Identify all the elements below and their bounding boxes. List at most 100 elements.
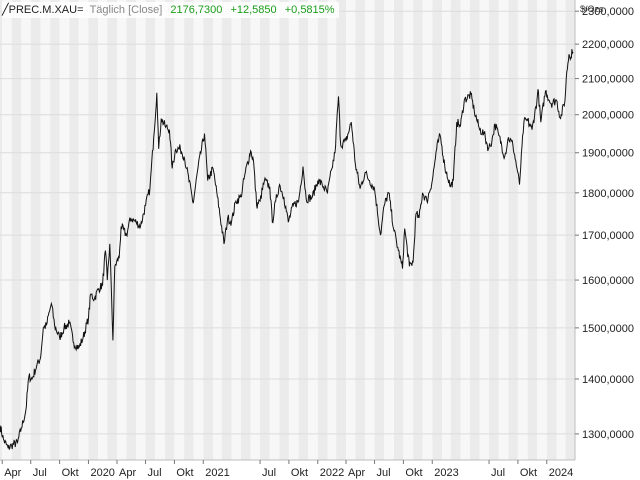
x-axis: Apr Jul Okt 2020 Apr Jul Okt 2021 Jul Okt 2022 Apr J… bbox=[1, 460, 573, 479]
last-price: 2176,7300 bbox=[170, 4, 223, 16]
month-band bbox=[413, 0, 423, 460]
month-band bbox=[98, 0, 108, 460]
month-band bbox=[126, 0, 137, 460]
month-band bbox=[308, 0, 318, 460]
month-band bbox=[469, 0, 480, 460]
month-bands bbox=[0, 0, 575, 460]
horizontal-gridlines bbox=[0, 10, 575, 435]
month-band bbox=[384, 0, 394, 460]
y-tick-label: 2000,0000 bbox=[582, 110, 634, 122]
y-tick-label: 1400,0000 bbox=[582, 374, 634, 386]
month-band bbox=[327, 0, 337, 460]
chart-header: ╱PREC.M.XAU= Täglich [Close] 2176,7300 +… bbox=[2, 2, 339, 18]
y-tick-label: 2200,0000 bbox=[582, 39, 634, 51]
month-band bbox=[250, 0, 261, 460]
month-band bbox=[365, 0, 375, 460]
month-band bbox=[279, 0, 289, 460]
x-tick-label: Okt bbox=[176, 467, 193, 479]
month-band bbox=[193, 0, 204, 460]
month-band bbox=[537, 0, 547, 460]
month-band bbox=[184, 0, 194, 460]
month-band bbox=[355, 0, 366, 460]
y-tick-label: 1600,0000 bbox=[582, 275, 634, 287]
month-band bbox=[212, 0, 222, 460]
x-tick-label: Okt bbox=[291, 467, 308, 479]
month-band bbox=[174, 0, 185, 460]
x-tick-label: Jul bbox=[491, 467, 505, 479]
month-band bbox=[165, 0, 175, 460]
month-band bbox=[2, 0, 12, 460]
month-band bbox=[269, 0, 280, 460]
month-band bbox=[69, 0, 79, 460]
month-band bbox=[240, 0, 251, 460]
line-chart-icon: ╱ bbox=[2, 4, 9, 16]
month-band bbox=[556, 0, 566, 460]
x-tick-label: Jul bbox=[33, 467, 47, 479]
month-band bbox=[59, 0, 70, 460]
x-tick-label: Apr bbox=[119, 467, 136, 479]
month-band bbox=[136, 0, 146, 460]
y-axis-unit: $/Ozs bbox=[580, 4, 604, 14]
x-tick-label: Apr bbox=[348, 467, 365, 479]
y-tick-label: 2300,0000 bbox=[582, 6, 634, 18]
x-tick-label: Okt bbox=[62, 467, 79, 479]
month-band bbox=[441, 0, 451, 460]
y-tick-label: 2100,0000 bbox=[582, 74, 634, 86]
month-band bbox=[393, 0, 404, 460]
month-band bbox=[11, 0, 22, 460]
y-tick-label: 1300,0000 bbox=[582, 429, 634, 441]
month-band bbox=[546, 0, 557, 460]
x-tick-label: Apr bbox=[4, 467, 21, 479]
x-tick-label: 2020 bbox=[90, 467, 114, 479]
month-band bbox=[422, 0, 433, 460]
price-change-percent: +0,5815% bbox=[284, 4, 335, 16]
month-band bbox=[565, 0, 575, 460]
month-band bbox=[221, 0, 232, 460]
month-band bbox=[450, 0, 461, 460]
month-band bbox=[517, 0, 528, 460]
month-band bbox=[336, 0, 347, 460]
month-band bbox=[527, 0, 538, 460]
month-band bbox=[21, 0, 31, 460]
y-tick-label: 1800,0000 bbox=[582, 188, 634, 200]
month-band bbox=[460, 0, 470, 460]
x-tick-label: Okt bbox=[405, 467, 422, 479]
month-band bbox=[203, 0, 213, 460]
month-band bbox=[107, 0, 118, 460]
month-band bbox=[155, 0, 166, 460]
instrument-symbol: PREC.M.XAU= bbox=[8, 4, 84, 16]
month-band bbox=[117, 0, 127, 460]
series-line-xau bbox=[0, 49, 574, 450]
month-band bbox=[498, 0, 509, 460]
month-band bbox=[30, 0, 41, 460]
month-band bbox=[50, 0, 60, 460]
month-band bbox=[508, 0, 518, 460]
month-band bbox=[145, 0, 156, 460]
month-band bbox=[298, 0, 309, 460]
x-tick-label: Okt bbox=[520, 467, 537, 479]
y-tick-label: 1500,0000 bbox=[582, 323, 634, 335]
month-band bbox=[0, 0, 3, 460]
y-tick-label: 1700,0000 bbox=[582, 230, 634, 242]
month-band bbox=[88, 0, 99, 460]
month-band bbox=[78, 0, 89, 460]
month-band bbox=[432, 0, 442, 460]
month-band bbox=[403, 0, 414, 460]
month-band bbox=[317, 0, 328, 460]
y-tick-label: 1900,0000 bbox=[582, 148, 634, 160]
month-band bbox=[479, 0, 490, 460]
x-tick-label: Jul bbox=[377, 467, 391, 479]
y-axis: 1300,0000 1400,0000 1500,0000 1600,0000 1700… bbox=[575, 6, 634, 441]
x-tick-label: Jul bbox=[148, 467, 162, 479]
month-band bbox=[346, 0, 356, 460]
month-band bbox=[489, 0, 499, 460]
x-tick-label: 2023 bbox=[434, 467, 458, 479]
x-tick-label: Jul bbox=[262, 467, 276, 479]
x-tick-label: 2022 bbox=[320, 467, 344, 479]
chart-mode: Täglich [Close] bbox=[89, 4, 163, 16]
month-band bbox=[288, 0, 299, 460]
x-tick-label: 2024 bbox=[549, 467, 573, 479]
price-change: +12,5850 bbox=[230, 4, 277, 16]
month-band bbox=[40, 0, 51, 460]
